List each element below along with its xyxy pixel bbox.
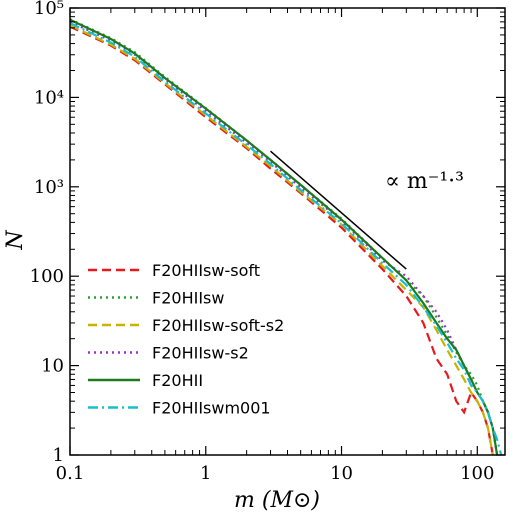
legend-label-F20HIIsw-soft-s2: F20HIIsw-soft-s2 xyxy=(152,316,284,335)
series-lines xyxy=(69,18,503,456)
x-tick-label: 100 xyxy=(460,463,494,484)
x-tick-label: 0.1 xyxy=(56,463,85,484)
x-tick-label: 10 xyxy=(330,463,353,484)
x-tick-label: 1 xyxy=(200,463,211,484)
y-axis-label: N xyxy=(3,230,28,251)
x-axis-label: m (M⊙) xyxy=(234,488,320,513)
series-line-F20HIIsw-soft xyxy=(69,25,494,456)
y-tick-label: 10³ xyxy=(34,177,64,198)
y-tick-label: 10⁴ xyxy=(34,87,64,108)
y-tick-label: 100 xyxy=(30,266,64,287)
y-tick-label: 10⁵ xyxy=(34,0,64,19)
legend-label-F20HIIsw-soft: F20HIIsw-soft xyxy=(152,261,260,280)
power-law-label: ∝ m⁻¹·³ xyxy=(385,169,464,194)
power-law-line xyxy=(270,150,407,270)
legend-label-F20HII: F20HII xyxy=(152,371,203,390)
y-tick-label: 10 xyxy=(41,356,64,377)
series-line-F20HIIsw-soft-s2 xyxy=(69,24,494,456)
plot-frame xyxy=(69,7,506,456)
y-tick-label: 1 xyxy=(53,445,64,466)
annotation: ∝ m⁻¹·³ xyxy=(270,150,464,270)
legend-label-F20HIIswm001: F20HIIswm001 xyxy=(152,399,271,418)
legend-label-F20HIIsw-s2: F20HIIsw-s2 xyxy=(152,344,249,363)
series-line-F20HII xyxy=(69,18,499,456)
series-line-F20HIIswm001 xyxy=(69,22,503,456)
legend-label-F20HIIsw: F20HIIsw xyxy=(152,289,224,308)
series-line-F20HIIsw xyxy=(69,18,499,456)
series-line-F20HIIsw-s2 xyxy=(69,20,499,456)
legend: F20HIIsw-soft F20HIIsw F20HIIsw-soft-s2 F20… xyxy=(88,261,284,418)
